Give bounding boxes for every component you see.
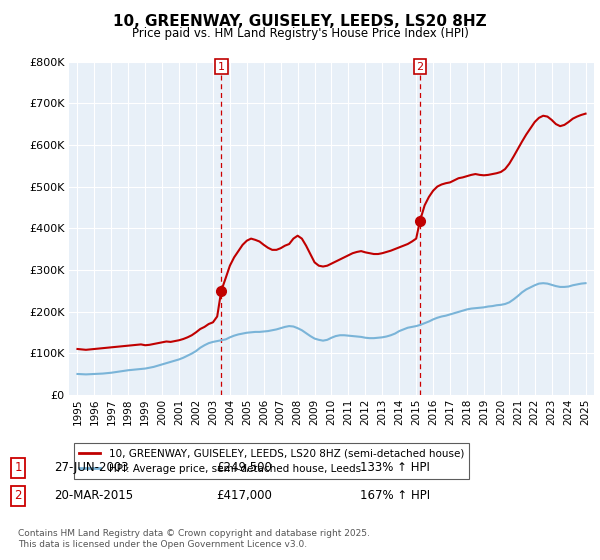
Text: £417,000: £417,000 [216,489,272,502]
Text: 10, GREENWAY, GUISELEY, LEEDS, LS20 8HZ: 10, GREENWAY, GUISELEY, LEEDS, LS20 8HZ [113,14,487,29]
Text: 20-MAR-2015: 20-MAR-2015 [54,489,133,502]
Text: 133% ↑ HPI: 133% ↑ HPI [360,461,430,474]
Text: 167% ↑ HPI: 167% ↑ HPI [360,489,430,502]
Text: 2: 2 [416,62,424,72]
Text: 1: 1 [218,62,225,72]
Text: £249,500: £249,500 [216,461,272,474]
Text: Price paid vs. HM Land Registry's House Price Index (HPI): Price paid vs. HM Land Registry's House … [131,27,469,40]
Text: Contains HM Land Registry data © Crown copyright and database right 2025.
This d: Contains HM Land Registry data © Crown c… [18,529,370,549]
Text: 1: 1 [14,461,22,474]
Legend: 10, GREENWAY, GUISELEY, LEEDS, LS20 8HZ (semi-detached house), HPI: Average pric: 10, GREENWAY, GUISELEY, LEEDS, LS20 8HZ … [74,444,469,479]
Text: 2: 2 [14,489,22,502]
Text: 27-JUN-2003: 27-JUN-2003 [54,461,128,474]
